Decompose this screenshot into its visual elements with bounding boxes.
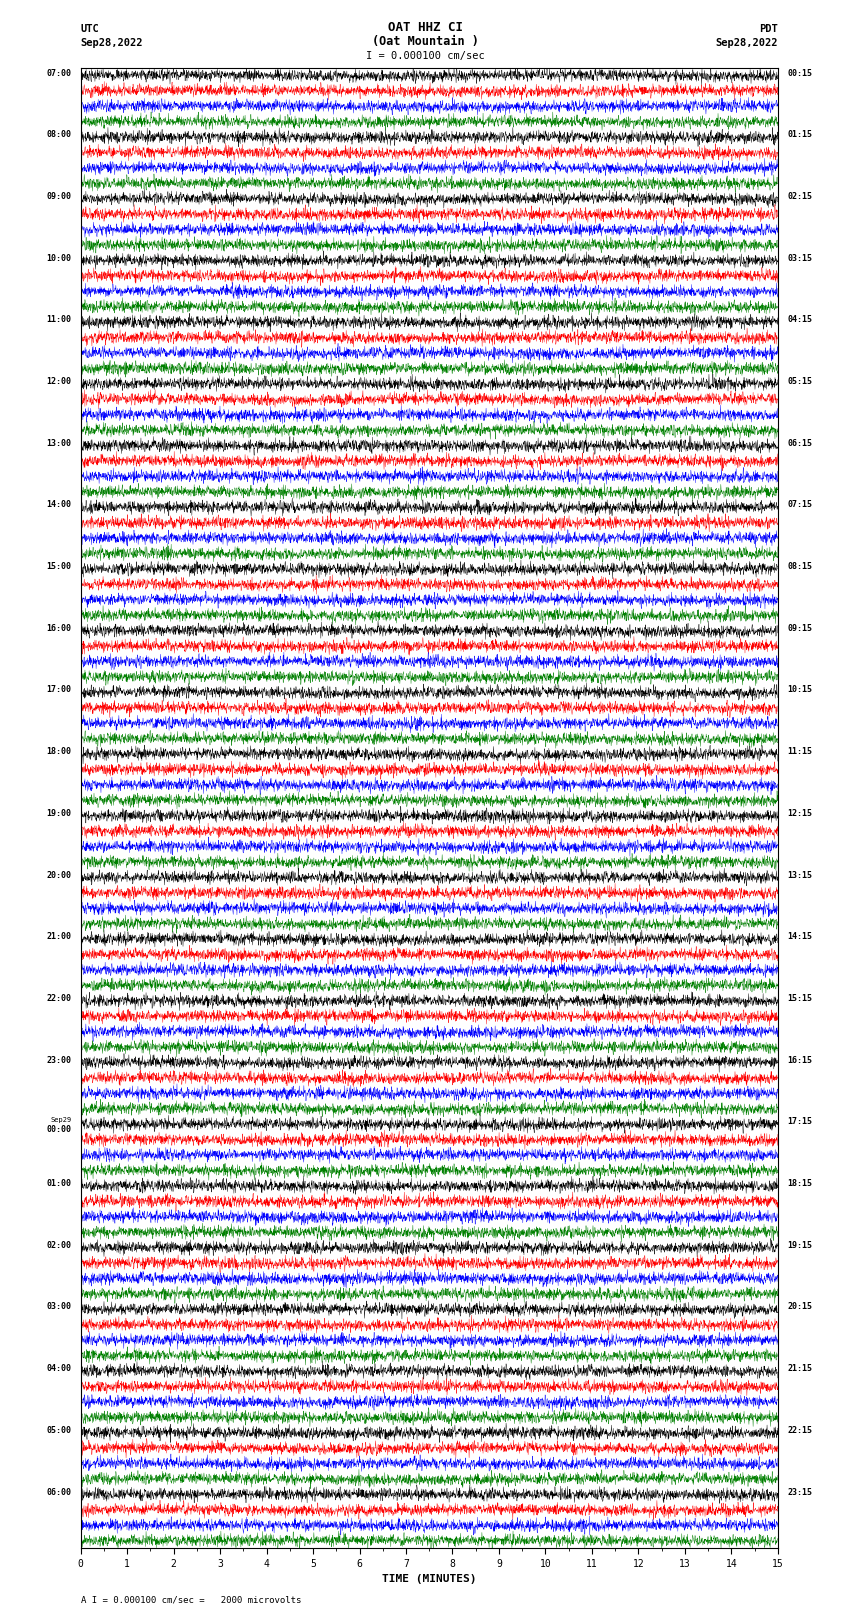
Text: Sep28,2022: Sep28,2022 (81, 39, 144, 48)
Text: 00:15: 00:15 (787, 68, 812, 77)
Text: OAT HHZ CI: OAT HHZ CI (388, 21, 462, 34)
Text: 21:00: 21:00 (47, 932, 71, 942)
Text: 13:15: 13:15 (787, 871, 812, 879)
Text: 07:15: 07:15 (787, 500, 812, 510)
Text: (Oat Mountain ): (Oat Mountain ) (371, 35, 479, 48)
Text: 18:00: 18:00 (47, 747, 71, 756)
Text: 14:00: 14:00 (47, 500, 71, 510)
Text: 10:15: 10:15 (787, 686, 812, 695)
Text: 12:15: 12:15 (787, 808, 812, 818)
Text: 03:00: 03:00 (47, 1302, 71, 1311)
Text: 18:15: 18:15 (787, 1179, 812, 1189)
Text: 04:00: 04:00 (47, 1365, 71, 1373)
Text: 15:00: 15:00 (47, 561, 71, 571)
Text: 05:00: 05:00 (47, 1426, 71, 1436)
Text: 06:00: 06:00 (47, 1487, 71, 1497)
Text: 22:00: 22:00 (47, 994, 71, 1003)
Text: 23:00: 23:00 (47, 1055, 71, 1065)
Text: 21:15: 21:15 (787, 1365, 812, 1373)
Text: 04:15: 04:15 (787, 315, 812, 324)
Text: I = 0.000100 cm/sec: I = 0.000100 cm/sec (366, 52, 484, 61)
Text: 22:15: 22:15 (787, 1426, 812, 1436)
Text: 01:00: 01:00 (47, 1179, 71, 1189)
Text: 16:15: 16:15 (787, 1055, 812, 1065)
Text: 10:00: 10:00 (47, 253, 71, 263)
Text: 23:15: 23:15 (787, 1487, 812, 1497)
Text: 12:00: 12:00 (47, 377, 71, 386)
Text: 08:15: 08:15 (787, 561, 812, 571)
Text: 20:15: 20:15 (787, 1302, 812, 1311)
Text: PDT: PDT (759, 24, 778, 34)
Text: 06:15: 06:15 (787, 439, 812, 448)
Text: 02:00: 02:00 (47, 1240, 71, 1250)
X-axis label: TIME (MINUTES): TIME (MINUTES) (382, 1574, 477, 1584)
Text: A I = 0.000100 cm/sec =   2000 microvolts: A I = 0.000100 cm/sec = 2000 microvolts (81, 1595, 301, 1605)
Text: 09:15: 09:15 (787, 624, 812, 632)
Text: 01:15: 01:15 (787, 131, 812, 139)
Text: 17:00: 17:00 (47, 686, 71, 695)
Text: 19:00: 19:00 (47, 808, 71, 818)
Text: Sep28,2022: Sep28,2022 (715, 39, 778, 48)
Text: 02:15: 02:15 (787, 192, 812, 202)
Text: 05:15: 05:15 (787, 377, 812, 386)
Text: 16:00: 16:00 (47, 624, 71, 632)
Text: 13:00: 13:00 (47, 439, 71, 448)
Text: 11:15: 11:15 (787, 747, 812, 756)
Text: 14:15: 14:15 (787, 932, 812, 942)
Text: 19:15: 19:15 (787, 1240, 812, 1250)
Text: 09:00: 09:00 (47, 192, 71, 202)
Text: 03:15: 03:15 (787, 253, 812, 263)
Text: 17:15: 17:15 (787, 1118, 812, 1126)
Text: 11:00: 11:00 (47, 315, 71, 324)
Text: Sep29: Sep29 (50, 1118, 71, 1123)
Text: 20:00: 20:00 (47, 871, 71, 879)
Text: 07:00: 07:00 (47, 68, 71, 77)
Text: 08:00: 08:00 (47, 131, 71, 139)
Text: UTC: UTC (81, 24, 99, 34)
Text: 00:00: 00:00 (47, 1126, 71, 1134)
Text: 15:15: 15:15 (787, 994, 812, 1003)
